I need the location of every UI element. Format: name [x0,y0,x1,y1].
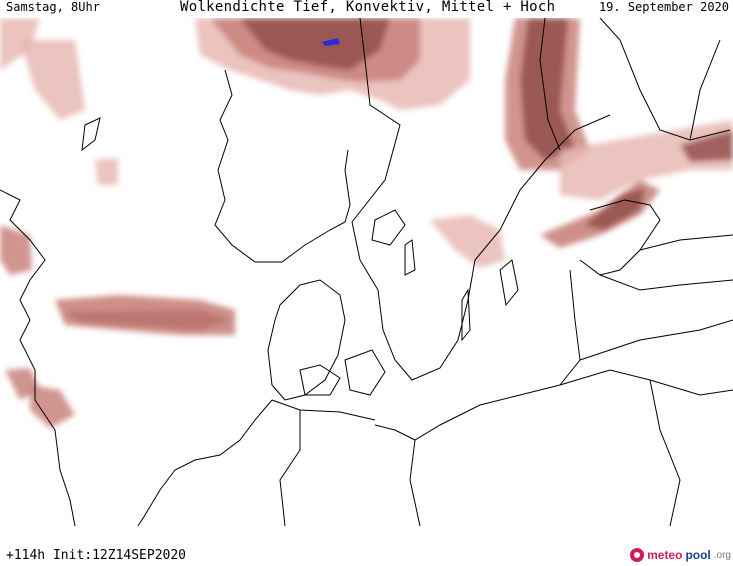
coastline [559,269,581,386]
border-line [279,410,301,526]
run-info-label: +114h Init:12Z14SEP2020 [6,548,187,563]
border-line [689,39,721,141]
border-line [639,234,733,251]
border-line [559,369,733,396]
coastline [461,288,471,342]
cloud-area [520,18,575,160]
cloud-area [430,215,505,268]
coastline [214,69,351,263]
logo-icon [630,548,645,562]
meteopool-logo: meteo pool .org [630,546,731,564]
cloud-area [30,385,75,428]
cloud-area [20,40,85,120]
logo-text-org: .org [713,549,731,561]
cloud-area [680,130,733,162]
coastline [579,199,661,276]
cloud-layer [0,18,733,428]
lake-marker [322,38,340,46]
cloud-area [65,310,230,330]
border-line [409,439,421,526]
cloud-area [0,18,40,70]
coastline [371,209,406,246]
coastline [351,114,611,381]
coastline [499,259,519,307]
border-line [599,274,733,291]
coastline [374,384,561,441]
valid-time-label: Samstag, 8Uhr [6,0,100,14]
cloud-area [95,158,118,185]
cloud-cover-map [0,18,733,526]
date-label: 19. September 2020 [598,0,729,14]
coastline [404,239,416,276]
map-title: Wolkendichte Tief, Konvektiv, Mittel + H… [180,0,556,15]
coastline [137,399,273,526]
coastline [539,18,561,151]
logo-text-meteo: meteo [647,548,683,562]
coastline [81,117,101,152]
coastline [599,18,731,141]
border-line [649,379,681,526]
coastline [267,279,346,401]
coastline [299,364,341,396]
logo-text-pool: pool [685,548,711,562]
cloud-area [585,188,645,230]
border-line [579,319,733,361]
border-line [351,18,401,223]
coastline [0,189,76,526]
coastline [344,349,386,396]
coastlines [0,18,733,526]
coastline [271,399,376,421]
cloud-area [240,18,390,70]
cloud-area [0,225,32,275]
